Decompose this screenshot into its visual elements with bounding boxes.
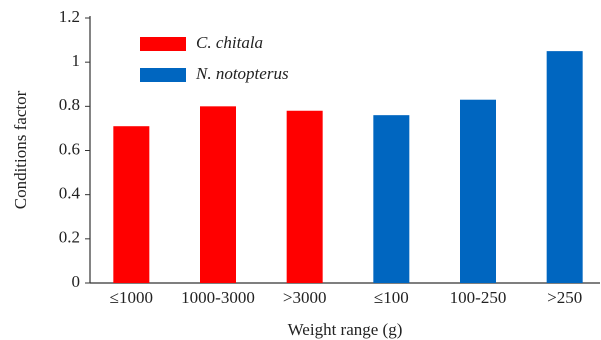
- x-axis-label: Weight range (g): [288, 320, 403, 339]
- bar: [460, 99, 496, 283]
- bar: [286, 110, 323, 283]
- y-tick-label: 0.6: [59, 139, 80, 158]
- y-tick-label: 0.8: [59, 95, 80, 114]
- y-tick-label: 0: [72, 272, 81, 291]
- y-tick-label: 1: [72, 51, 81, 70]
- x-tick-label: >250: [547, 288, 582, 307]
- legend-swatch: [140, 37, 186, 51]
- y-axis-label: Conditions factor: [11, 90, 30, 209]
- bar: [113, 126, 150, 283]
- bar: [373, 115, 410, 284]
- x-tick-label: 1000-3000: [181, 288, 255, 307]
- x-tick-label: ≤100: [374, 288, 409, 307]
- bar: [200, 106, 236, 283]
- legend-label: N. notopterus: [195, 64, 289, 83]
- x-tick-label: ≤1000: [110, 288, 153, 307]
- y-tick-label: 0.4: [59, 184, 81, 203]
- legend-label: C. chitala: [196, 33, 263, 52]
- x-tick-label: 100-250: [450, 288, 507, 307]
- x-tick-label: >3000: [283, 288, 327, 307]
- legend-swatch: [140, 68, 186, 82]
- bar: [546, 51, 583, 283]
- y-tick-label: 1.2: [59, 7, 80, 26]
- y-tick-label: 0.2: [59, 228, 80, 247]
